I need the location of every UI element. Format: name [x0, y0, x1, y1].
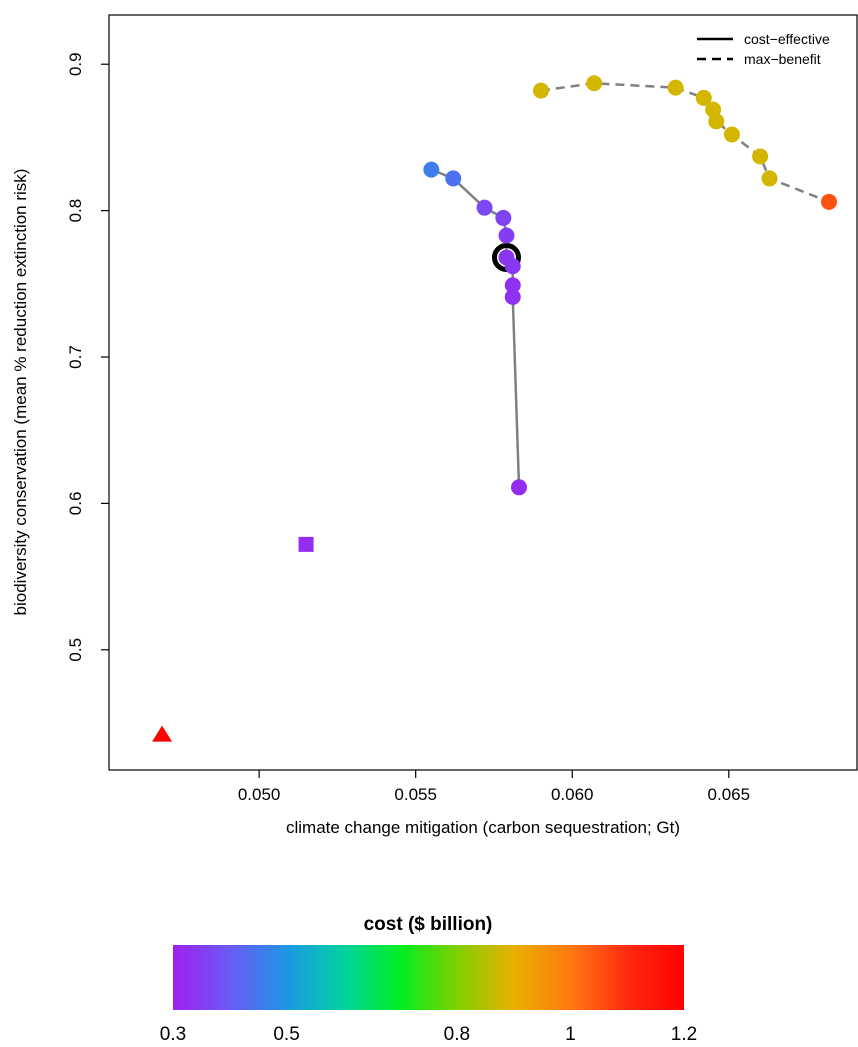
- data-point-dashed: [761, 170, 778, 187]
- x-tick-label: 0.065: [708, 785, 751, 804]
- y-tick-label: 0.9: [66, 52, 85, 76]
- y-axis-title: biodiversity conservation (mean % reduct…: [11, 169, 30, 616]
- colorbar-gradient: [173, 945, 684, 1010]
- colorbar-tick-label: 0.8: [444, 1024, 470, 1045]
- colorbar: cost ($ billion) 0.3 0.5 0.8 1 1.2: [160, 914, 697, 1045]
- colorbar-tick-label: 1: [565, 1024, 576, 1045]
- plot-frame: [108, 14, 858, 771]
- colorbar-tick-label: 0.3: [160, 1024, 186, 1045]
- colorbar-tick-label: 1.2: [671, 1024, 697, 1045]
- data-point-solid: [511, 479, 528, 496]
- y-tick-label: 0.5: [66, 638, 85, 662]
- triangle-point: [152, 725, 173, 742]
- data-point-dashed: [752, 148, 769, 165]
- colorbar-title: cost ($ billion): [364, 914, 493, 935]
- data-point-solid: [476, 199, 493, 216]
- data-point-dashed: [586, 75, 603, 92]
- legend-label-cost-effective: cost−effective: [744, 31, 830, 47]
- series-line-dashed: [540, 82, 830, 203]
- x-tick-label: 0.050: [238, 785, 281, 804]
- x-axis: 0.050 0.055 0.060 0.065: [238, 770, 750, 804]
- data-point-dashed: [708, 113, 725, 130]
- y-axis: 0.5 0.6 0.7 0.8 0.9: [66, 52, 109, 662]
- colorbar-tick-label: 0.5: [273, 1024, 299, 1045]
- data-point-dashed: [695, 89, 712, 106]
- data-point-dashed: [532, 82, 549, 99]
- legend: cost−effective max−benefit: [697, 31, 830, 67]
- x-tick-label: 0.060: [551, 785, 594, 804]
- series-layer: [152, 75, 837, 742]
- y-tick-label: 0.8: [66, 199, 85, 223]
- data-point-dashed: [667, 79, 684, 96]
- data-point-solid: [423, 161, 440, 178]
- y-tick-label: 0.7: [66, 345, 85, 369]
- square-point: [298, 536, 314, 552]
- data-point-solid: [504, 258, 521, 275]
- data-point-solid: [495, 209, 512, 226]
- data-point-solid: [445, 170, 462, 187]
- x-tick-label: 0.055: [394, 785, 437, 804]
- x-axis-title: climate change mitigation (carbon seques…: [286, 818, 680, 837]
- data-point-dashed: [723, 126, 740, 143]
- data-point-solid: [504, 288, 521, 305]
- y-tick-label: 0.6: [66, 492, 85, 516]
- data-point-dashed: [821, 193, 837, 210]
- data-point-solid: [504, 277, 521, 294]
- data-point-solid: [498, 227, 515, 244]
- legend-label-max-benefit: max−benefit: [744, 51, 821, 67]
- colorbar-ticks: 0.3 0.5 0.8 1 1.2: [160, 1024, 697, 1045]
